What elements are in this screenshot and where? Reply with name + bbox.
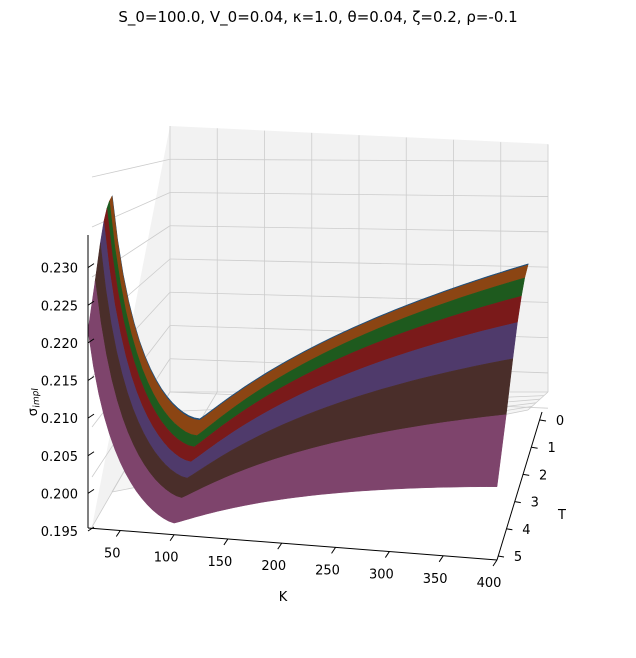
x-tick-mark xyxy=(169,534,175,542)
surface-bands xyxy=(87,194,529,524)
y-tick-label: 3 xyxy=(531,496,539,511)
z-tick-mark xyxy=(87,338,95,344)
y-tick-mark xyxy=(523,473,530,476)
z-axis-label-subscript: impl xyxy=(31,387,43,408)
y-tick-mark xyxy=(514,501,521,504)
grid-line-back-horizontal xyxy=(169,258,549,268)
z-tick-mark xyxy=(87,526,95,532)
x-tick-label: 300 xyxy=(369,568,394,583)
x-axis-label: K xyxy=(279,590,288,605)
z-tick-label: 0.225 xyxy=(41,299,78,314)
z-tick-mark xyxy=(87,263,95,269)
z-tick-mark xyxy=(87,451,95,457)
z-tick-label: 0.205 xyxy=(41,450,78,465)
y-tick-label: 5 xyxy=(514,550,522,565)
surface-band-T-5 xyxy=(87,281,507,524)
chart-title: S_0=100.0, V_0=0.04, κ=1.0, θ=0.04, ζ=0.… xyxy=(118,8,518,26)
y-tick-mark xyxy=(539,419,547,422)
y-axis-line xyxy=(496,411,543,561)
z-tick-label: 0.220 xyxy=(41,337,78,352)
y-tick-label: 0 xyxy=(556,414,564,429)
x-tick-mark xyxy=(115,530,121,537)
x-axis-line xyxy=(87,527,498,561)
grid-line-back-horizontal xyxy=(169,225,549,233)
grid-line-back-horizontal xyxy=(169,158,549,162)
x-tick-label: 100 xyxy=(154,551,179,566)
z-tick-label: 0.200 xyxy=(41,487,78,502)
z-tick-mark xyxy=(87,376,95,381)
x-tick-label: 350 xyxy=(423,572,448,587)
z-tick-label: 0.230 xyxy=(41,262,78,277)
z-axis-label-symbol: σ xyxy=(26,407,42,417)
x-tick-label: 200 xyxy=(261,559,286,574)
z-axis-label: σimpl xyxy=(24,387,43,417)
x-tick-label: 250 xyxy=(315,563,340,578)
y-tick-mark xyxy=(497,555,505,558)
y-tick-label: 1 xyxy=(547,441,555,456)
y-axis-label: T xyxy=(557,508,566,523)
z-tick-label: 0.215 xyxy=(41,375,78,390)
z-tick-mark xyxy=(87,413,95,419)
x-tick-label: 150 xyxy=(208,555,233,570)
z-tick-mark xyxy=(87,488,95,494)
y-tick-mark xyxy=(506,528,513,531)
x-tick-mark xyxy=(331,547,336,554)
x-tick-mark xyxy=(438,555,444,563)
x-tick-mark xyxy=(223,538,229,546)
x-tick-mark xyxy=(492,559,498,567)
x-tick-mark xyxy=(277,542,283,550)
grid-line-floor-K xyxy=(527,391,549,411)
grid-line-side xyxy=(91,158,171,178)
grid-line-back-horizontal xyxy=(169,192,549,197)
y-tick-mark xyxy=(531,446,538,449)
x-tick-label: 50 xyxy=(104,547,121,562)
y-tick-label: 4 xyxy=(522,523,530,538)
z-tick-label: 0.210 xyxy=(41,412,78,427)
z-tick-mark xyxy=(87,300,95,306)
z-tick-label: 0.195 xyxy=(41,525,78,540)
x-tick-label: 400 xyxy=(477,576,502,591)
x-tick-mark xyxy=(384,551,390,558)
y-tick-label: 2 xyxy=(539,468,547,483)
